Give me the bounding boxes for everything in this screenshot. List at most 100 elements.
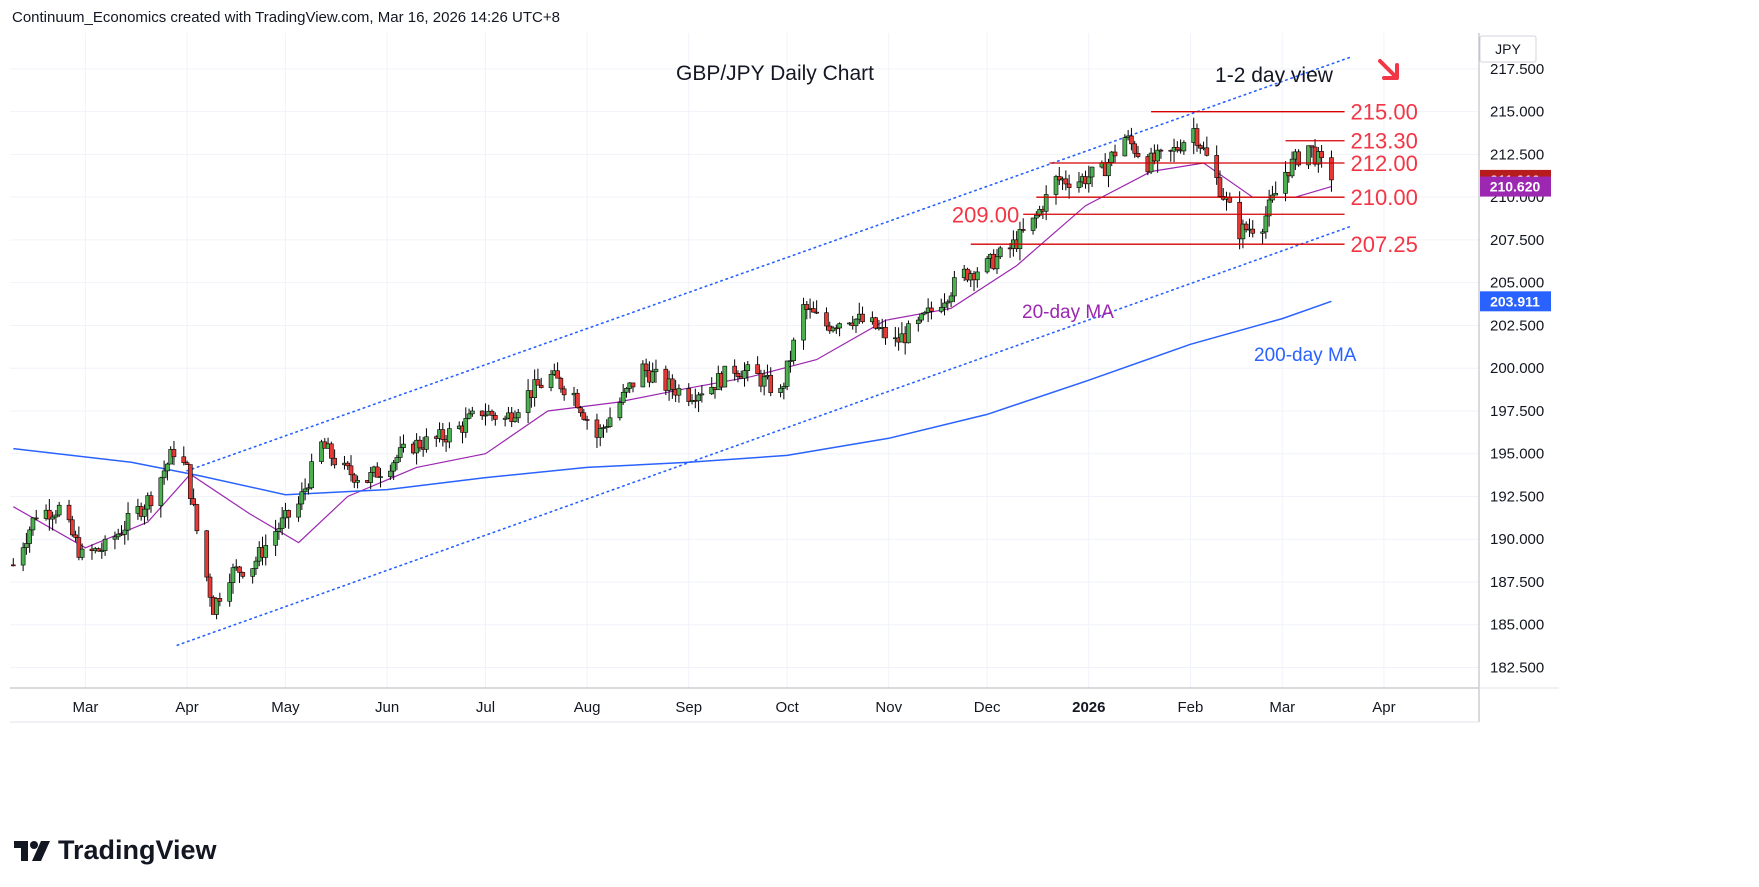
y-axis-ticks: 182.500 185.000 187.500 190.000 192.500 195.0… (1490, 61, 1544, 677)
level-label: 215.00 (1351, 100, 1418, 125)
chart-subtitle: 1-2 day view (1215, 64, 1334, 87)
x-tick-label: Apr (175, 699, 198, 716)
candle-body (922, 312, 928, 315)
candle-body (122, 529, 128, 535)
candle-body (984, 258, 990, 273)
candle-body (975, 271, 980, 281)
candle-body (686, 388, 692, 402)
candle-body (676, 388, 682, 396)
candle-body (33, 517, 39, 520)
candle-body (581, 412, 587, 420)
candle-body (148, 495, 154, 507)
candle-body (253, 560, 259, 569)
candle-body (1250, 228, 1256, 234)
candle-body (742, 370, 747, 379)
candle-body (1076, 181, 1082, 188)
candle-body (158, 477, 164, 507)
x-tick-label: Sep (675, 699, 702, 716)
channel-line (176, 225, 1352, 647)
candle-body (492, 415, 498, 420)
candle-body (1237, 201, 1242, 240)
candle-body (424, 436, 429, 450)
candle-body (299, 491, 305, 505)
candle-body (463, 418, 469, 433)
candle-body (640, 363, 646, 388)
candle-body (574, 392, 580, 408)
channel-line (186, 56, 1352, 472)
candle-body (617, 402, 623, 419)
candle-body (47, 509, 52, 520)
candle-body (191, 498, 196, 505)
candle-body (309, 461, 314, 489)
candle-body (1030, 217, 1036, 231)
candle-body (1056, 176, 1062, 181)
price-tag-label: 203.911 (1490, 293, 1540, 309)
x-tick-label: Dec (974, 699, 1001, 716)
candle-body (237, 566, 242, 573)
candle-body (1329, 157, 1334, 181)
candle-body (853, 318, 859, 327)
candle-body (722, 365, 728, 388)
candle-body (250, 568, 255, 577)
candle-body (273, 531, 278, 546)
candle-body (1227, 197, 1233, 203)
y-tick-label: 192.500 (1490, 488, 1544, 505)
y-tick-label: 187.500 (1490, 574, 1544, 591)
candle-body (1175, 147, 1180, 151)
candle-body (1260, 231, 1265, 234)
price-tag (1480, 291, 1551, 312)
candle-body (1181, 142, 1187, 152)
moving-averages (13, 162, 1332, 549)
candle-body (394, 457, 400, 464)
candle-body (483, 414, 488, 417)
x-tick-label: Jun (375, 699, 399, 716)
candle-body (332, 457, 337, 466)
candle-body (650, 371, 655, 383)
candle-body (489, 410, 495, 416)
trend-channel (176, 56, 1352, 647)
annotation-200-day-ma: 200-day MA (1254, 345, 1357, 366)
candle-body (811, 308, 816, 313)
candle-body (1053, 176, 1059, 195)
candle-body (755, 364, 760, 374)
candle-body (263, 545, 269, 558)
candle-body (391, 462, 396, 472)
level-label: 209.00 (952, 202, 1019, 227)
candle-body (1214, 155, 1219, 178)
candle-body (70, 519, 75, 536)
candle-body (276, 528, 282, 532)
candle-body (620, 391, 626, 403)
level-label: 212.00 (1351, 151, 1418, 176)
candle-body (525, 390, 531, 413)
candle-body (919, 313, 924, 321)
candle-body (1273, 193, 1279, 196)
candle-body (834, 327, 839, 330)
down-arrow-icon (1378, 59, 1399, 80)
candle-body (302, 488, 308, 493)
candle-body (1243, 223, 1249, 231)
candle-body (938, 307, 944, 312)
candle-body (53, 514, 59, 518)
candle-body (56, 504, 62, 516)
candle-body (417, 439, 423, 449)
x-tick-label: Aug (574, 699, 601, 716)
candle-body (79, 548, 85, 558)
candle-body (227, 582, 232, 602)
candle-body (1296, 151, 1301, 166)
candle-body (319, 441, 324, 462)
candle-body (578, 407, 583, 414)
candle-body (1194, 128, 1200, 146)
y-tick-label: 200.000 (1490, 360, 1544, 377)
y-tick-label: 195.000 (1490, 446, 1544, 463)
tradingview-logo-icon (14, 840, 50, 861)
candle-body (194, 504, 200, 532)
candle-body (1020, 229, 1026, 231)
candle-body (20, 547, 26, 566)
price-tag-label: 210.620 (1490, 179, 1541, 195)
candle-body (643, 363, 649, 371)
level-label: 210.00 (1351, 185, 1418, 210)
candle-body (1122, 137, 1128, 157)
candle-body (699, 393, 705, 396)
candle-body (378, 476, 383, 478)
